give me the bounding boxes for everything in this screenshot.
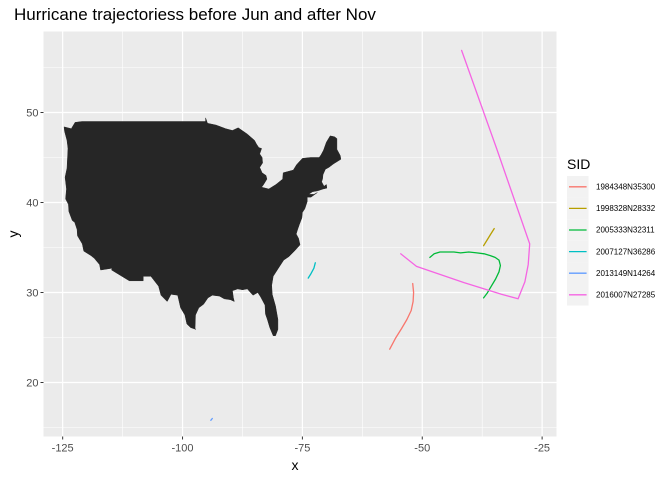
legend: SID 1984348N35300 1998328N28332 2005333N32…: [567, 156, 656, 306]
x-tick-label: -100: [172, 443, 194, 455]
x-axis-title: x: [292, 457, 299, 473]
series-line-1998328N28332: [482, 227, 495, 247]
legend-title: SID: [567, 156, 590, 172]
x-axis-ticks: -125 -100 -75 -50 -25: [52, 436, 550, 455]
series-line-1984348N35300: [389, 282, 415, 350]
y-axis-ticks: 20 30 40 50: [26, 108, 44, 390]
legend-label: 1998328N28332: [596, 204, 656, 213]
y-axis-title: y: [5, 231, 21, 238]
series-line-2013149N14264: [210, 417, 213, 421]
series-line-2016007N27285: [400, 49, 531, 300]
series-line-2007127N36286: [307, 262, 316, 279]
legend-label: 2013149N14264: [596, 269, 656, 278]
x-tick-label: -75: [294, 443, 310, 455]
y-tick-label: 40: [26, 198, 38, 210]
x-tick-label: -25: [534, 443, 550, 455]
chart-title: Hurricane trajectoriess before Jun and a…: [14, 5, 376, 24]
y-tick-label: 30: [26, 288, 38, 300]
legend-label: 1984348N35300: [596, 183, 656, 192]
x-tick-label: -50: [414, 443, 430, 455]
series-line-2005333N32311: [429, 251, 502, 299]
series-lines: [210, 49, 531, 421]
usa-basemap: [63, 117, 342, 336]
legend-label: 2007127N36286: [596, 247, 656, 256]
legend-items: 1984348N35300 1998328N28332 2005333N32311 2…: [567, 176, 656, 306]
legend-label: 2016007N27285: [596, 291, 656, 300]
legend-label: 2005333N32311: [596, 226, 655, 235]
y-tick-label: 50: [26, 108, 38, 120]
x-tick-label: -125: [52, 443, 74, 455]
y-tick-label: 20: [26, 378, 38, 390]
